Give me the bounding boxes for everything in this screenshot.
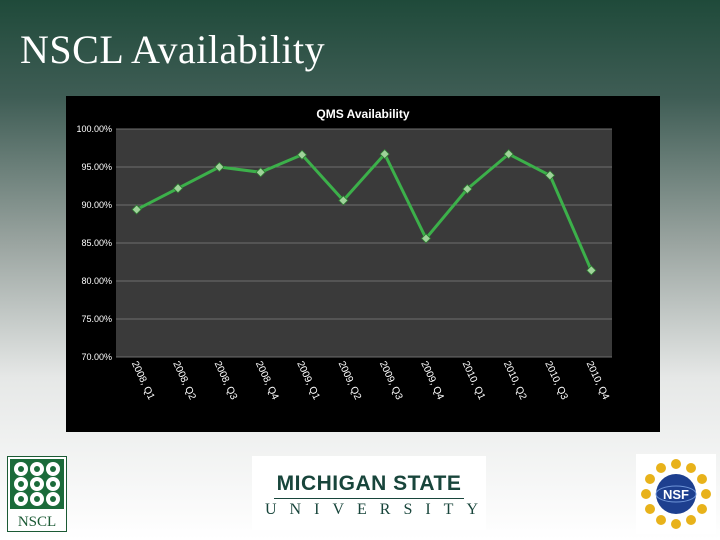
x-tick-label: 2009, Q4 (418, 360, 446, 402)
svg-text:NSF: NSF (663, 487, 689, 502)
nsf-figure-icon (656, 463, 666, 473)
svg-text:NSCL: NSCL (18, 514, 56, 530)
availability-line-chart: 100.00% 95.00% 90.00% 85.00% 80.00% 75.00% 70.… (76, 107, 612, 402)
data-point-marker (379, 149, 390, 160)
data-point-marker (255, 167, 266, 178)
x-tick-label: 2010, Q3 (542, 360, 570, 402)
data-point-marker (214, 161, 225, 173)
y-tick-label: 70.00% (81, 352, 112, 362)
nsf-figure-icon (645, 504, 655, 514)
nsf-figure-icon (697, 474, 707, 484)
x-tick-label: 2010, Q1 (460, 360, 488, 402)
nsf-figure-icon (671, 519, 681, 529)
y-tick-label: 100.00% (76, 124, 112, 134)
data-point-marker (131, 204, 142, 215)
x-tick-label: 2008, Q4 (253, 360, 281, 402)
chart-title: QMS Availability (316, 107, 409, 121)
slide-title: NSCL Availability (20, 27, 326, 72)
data-point-marker (420, 233, 432, 244)
msu-rule (274, 498, 464, 499)
y-tick-label: 75.00% (81, 314, 112, 324)
chart-panel: 100.00% 95.00% 90.00% 85.00% 80.00% 75.00% 70.… (66, 96, 660, 432)
nsf-logo: NSF (636, 454, 716, 534)
nsf-figure-icon (656, 515, 666, 525)
x-tick-label: 2008, Q3 (212, 360, 240, 402)
y-tick-label: 95.00% (81, 162, 112, 172)
data-point-marker (586, 265, 597, 276)
x-tick-label: 2010, Q4 (584, 360, 612, 402)
data-point-marker (338, 195, 349, 206)
nsf-figure-icon (641, 489, 651, 499)
msu-logo: MICHIGAN STATE UNIVERSITY (252, 456, 486, 530)
msu-wordmark-line1: MICHIGAN STATE (276, 472, 462, 495)
x-tick-label: 2009, Q3 (377, 360, 405, 402)
x-tick-label: 2008, Q1 (129, 360, 157, 402)
data-point-marker (172, 183, 184, 194)
y-tick-label: 90.00% (81, 200, 112, 210)
data-point-marker (462, 183, 473, 195)
data-point-marker (503, 149, 514, 160)
nsf-figure-icon (686, 515, 696, 525)
nsf-figure-icon (645, 474, 655, 484)
nsf-figure-icon (701, 489, 711, 499)
x-tick-label: 2009, Q2 (336, 360, 364, 402)
data-point-marker (296, 149, 308, 160)
nsf-figure-icon (671, 459, 681, 469)
data-point-marker (544, 170, 556, 181)
y-tick-label: 80.00% (81, 276, 112, 286)
nsf-figure-icon (686, 463, 696, 473)
x-tick-label: 2008, Q2 (170, 360, 198, 402)
nsf-globe-icon: NSF (641, 459, 711, 529)
y-tick-label: 85.00% (81, 238, 112, 248)
nsf-figure-icon (697, 504, 707, 514)
x-tick-label: 2010, Q2 (501, 360, 529, 402)
series-line (136, 152, 593, 271)
nscl-emblem-icon: NSCL (10, 459, 64, 530)
msu-wordmark-line2: UNIVERSITY (265, 501, 491, 518)
x-tick-label: 2009, Q1 (294, 360, 322, 402)
nscl-logo: NSCL (7, 456, 67, 532)
